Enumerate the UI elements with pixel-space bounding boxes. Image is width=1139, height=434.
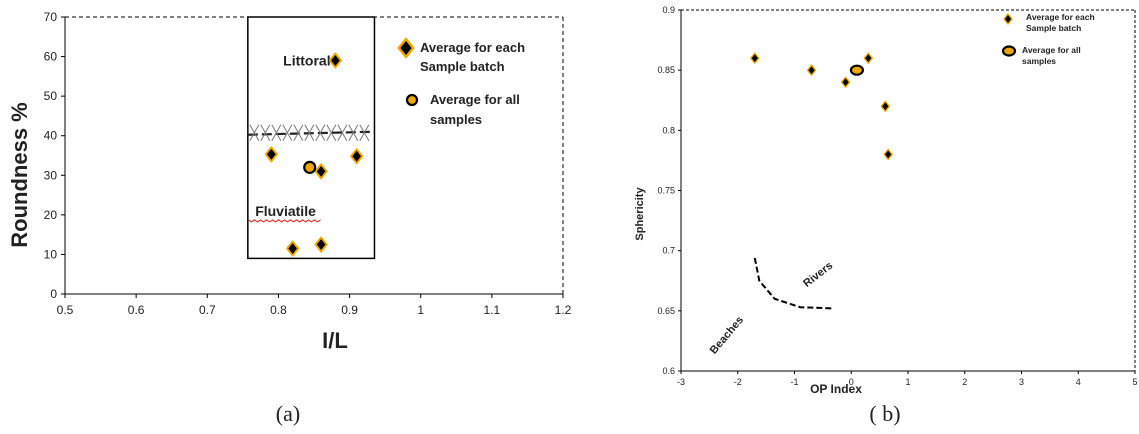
panel-a-x-tick-label: 1.2 bbox=[555, 303, 572, 317]
panel-b-x-tick-label: -3 bbox=[677, 377, 685, 387]
panel-b-annotation-rivers: Rivers bbox=[801, 260, 835, 290]
panel-a-overall-average-point bbox=[303, 160, 317, 174]
panel-a-y-tick-label: 20 bbox=[44, 208, 58, 222]
panel-a-x-tick-label: 0.5 bbox=[57, 303, 74, 317]
panel-a-region-label-fluviatile: Fluviatile bbox=[255, 203, 316, 219]
panel-b-batch-average-point bbox=[883, 148, 893, 161]
panel-a-y-tick-label: 0 bbox=[50, 287, 57, 301]
panel-a-region-label-littoral: Littoral bbox=[283, 53, 330, 69]
panel-a-x-axis-label: I/L bbox=[322, 328, 348, 353]
panel-a-legend-label: samples bbox=[430, 112, 482, 127]
panel-a-batch-average-point bbox=[286, 240, 300, 257]
panel-a-y-axis-label: Roundness % bbox=[7, 102, 32, 247]
panel-b-y-tick-label: 0.9 bbox=[662, 5, 675, 15]
panel-a-batch-average-point bbox=[328, 52, 342, 69]
panel-a-x-tick-label: 1.1 bbox=[484, 303, 501, 317]
panel-a-roundness-chart: 0 10 20 30 40 50 60 70 0.5 0.6 0.7 0.8 0.9 1 1.1 1.2 L… bbox=[7, 10, 572, 426]
panel-b-x-axis-label: OP Index bbox=[810, 382, 862, 396]
panel-a-y-tick-label: 50 bbox=[44, 89, 58, 103]
panel-b-y-tick-label: 0.75 bbox=[657, 186, 675, 196]
panel-b-legend-label: Average for all bbox=[1022, 45, 1081, 55]
panel-b-y-tick-label: 0.65 bbox=[657, 306, 675, 316]
panel-a-spellcheck-underline bbox=[248, 219, 321, 223]
panel-b-y-axis-label: Sphericity bbox=[634, 187, 646, 241]
panel-a-caption: (a) bbox=[276, 401, 300, 426]
panel-b-batch-average-point bbox=[750, 52, 760, 64]
panel-b-legend-diamond-marker bbox=[1003, 13, 1013, 25]
panel-b-sphericity-chart: 0.6 0.65 0.7 0.75 0.8 0.85 0.9 -3 -2 -1 0 1 2 3 4 5 Ri… bbox=[634, 5, 1138, 426]
panel-a-y-tick-label: 10 bbox=[44, 247, 58, 261]
panel-b-x-tick-label: -1 bbox=[790, 377, 798, 387]
panel-b-batch-average-point bbox=[863, 52, 873, 64]
panel-a-x-tick-label: 1 bbox=[417, 303, 424, 317]
panel-b-batch-average-point bbox=[806, 64, 817, 76]
panel-b-batch-average-point bbox=[880, 100, 890, 112]
panel-b-x-tick-label: -2 bbox=[734, 377, 742, 387]
panel-b-x-tick-label: 1 bbox=[905, 377, 910, 387]
panel-b-x-tick-label: 5 bbox=[1132, 377, 1137, 387]
panel-b-y-tick-label: 0.7 bbox=[662, 246, 675, 256]
panel-a-x-tick-label: 0.9 bbox=[341, 303, 358, 317]
panel-a-legend-label: Average for all bbox=[430, 92, 520, 107]
panel-b-x-tick-label: 0 bbox=[849, 377, 854, 387]
panel-b-x-tick-label: 2 bbox=[962, 377, 967, 387]
panel-a-batch-average-point bbox=[314, 163, 328, 180]
panel-a-y-tick-label: 40 bbox=[44, 129, 58, 143]
panel-a-batch-average-point bbox=[314, 236, 328, 253]
panel-b-y-tick-label: 0.8 bbox=[662, 125, 675, 135]
panel-b-caption: ( b) bbox=[869, 401, 900, 426]
panel-b-legend-label: samples bbox=[1022, 56, 1056, 66]
panel-b-annotation-beaches: Beaches bbox=[708, 314, 746, 356]
panel-b-legend-label: Average for each bbox=[1026, 12, 1095, 22]
panel-b-batch-average-point bbox=[840, 76, 851, 88]
panel-a-legend-label: Average for each bbox=[420, 40, 525, 55]
panel-a-legend: Average for each Sample batch Average for … bbox=[397, 37, 525, 127]
panel-a-x-tick-label: 0.6 bbox=[128, 303, 145, 317]
panel-a-y-tick-label: 60 bbox=[44, 50, 58, 64]
panel-a-littoral-fluviatile-boundary bbox=[247, 124, 375, 141]
panel-a-x-tick-label: 0.7 bbox=[199, 303, 216, 317]
panel-a-x-tick-label: 0.8 bbox=[270, 303, 287, 317]
panel-b-y-tick-label: 0.6 bbox=[662, 366, 675, 376]
panel-a-batch-average-point bbox=[350, 148, 364, 165]
panel-b-overall-average-point bbox=[849, 64, 865, 76]
panel-a-y-tick-label: 70 bbox=[44, 10, 58, 24]
panel-a-y-tick-label: 30 bbox=[44, 168, 58, 182]
panel-b-legend-label: Sample batch bbox=[1026, 23, 1081, 33]
panel-b-legend-circle-marker bbox=[1001, 45, 1017, 57]
panel-a-batch-average-point bbox=[264, 146, 278, 163]
panel-a-legend-circle-marker bbox=[405, 93, 419, 107]
panel-b-y-tick-label: 0.85 bbox=[657, 65, 675, 75]
panel-a-legend-diamond-marker bbox=[397, 37, 415, 59]
panel-b-x-tick-label: 3 bbox=[1019, 377, 1024, 387]
panel-a-classification-box bbox=[247, 16, 376, 260]
panel-a-legend-label: Sample batch bbox=[420, 59, 505, 74]
panel-b-rivers-beaches-divider bbox=[753, 257, 835, 310]
panel-b-x-tick-label: 4 bbox=[1076, 377, 1081, 387]
